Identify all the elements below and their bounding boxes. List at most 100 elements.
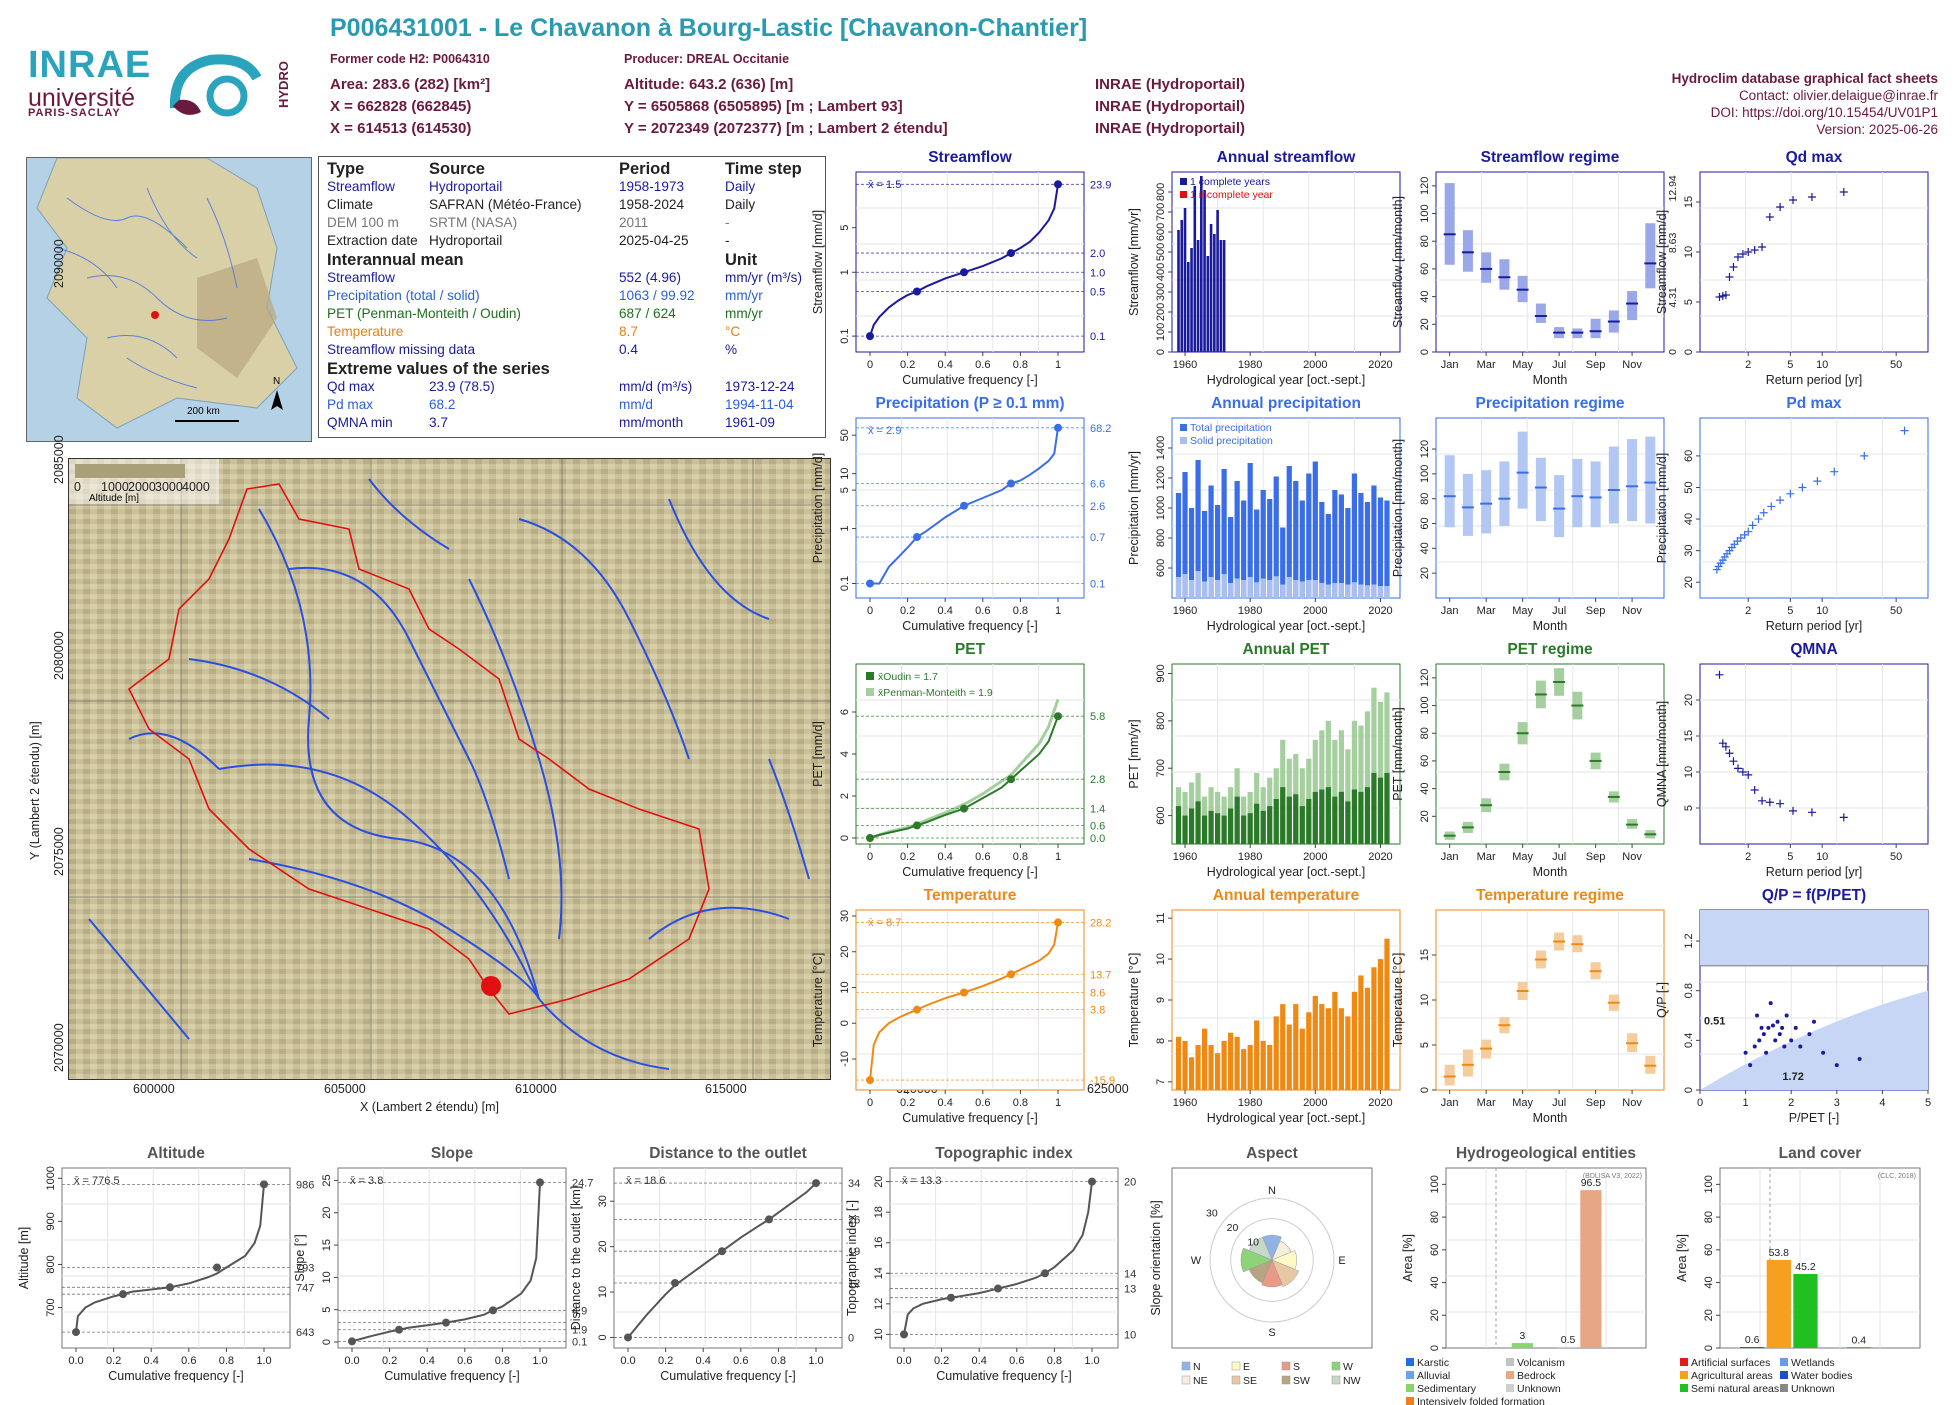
chart-annual_pet: Annual PET Hydrological year [oct.-sept.]…: [1127, 641, 1401, 879]
bar: [1306, 1012, 1312, 1090]
bar: [1208, 810, 1214, 844]
y-tick-label: 20: [873, 1176, 885, 1188]
y-tick-label: 0: [1703, 1345, 1715, 1351]
x-tick-label: 4: [1879, 1097, 1885, 1109]
bar: [1338, 791, 1344, 844]
y-tick-label: 20: [1419, 567, 1431, 579]
y-axis-label: Streamflow [mm/month]: [1391, 196, 1405, 328]
map-y-tick: 2075000: [52, 827, 66, 876]
x-tick-label: 1960: [1173, 851, 1197, 863]
compass-label: S: [1268, 1327, 1275, 1339]
y-tick-label: 6: [839, 709, 851, 715]
bar: [1175, 806, 1182, 844]
info-mean-row: PET (Penman-Monteith / Oudin) 687 / 624 mm…: [327, 306, 817, 324]
bar: [1182, 472, 1188, 598]
box: [1554, 475, 1565, 538]
info-mean-row-cell: mm/yr: [725, 288, 763, 303]
info-extreme-row-cell: 1961-09: [725, 415, 775, 430]
quantile-marker: [1054, 180, 1062, 189]
y-tick-label: 600: [1155, 559, 1167, 577]
credits-doi[interactable]: DOI: https://doi.org/10.15454/UV01P1: [1710, 105, 1938, 120]
scatter-point: [1750, 246, 1759, 254]
y-tick-label: 5: [1683, 299, 1695, 305]
bar: [1306, 799, 1312, 844]
chart-title: QMNA: [1790, 641, 1837, 658]
info-mean-row-cell: Streamflow: [327, 270, 395, 285]
x-tick-label: 1.0: [1084, 1355, 1099, 1367]
north-arrow-icon: [271, 390, 283, 410]
y-tick-label: 60: [1703, 1244, 1715, 1256]
map-x-tick: 615000: [705, 1082, 747, 1096]
y-tick-label: 16: [873, 1237, 885, 1249]
chart-streamflow_regime: Streamflow regime Month Streamflow [mm/mon…: [1391, 149, 1679, 387]
y-tick-label: 120: [1419, 440, 1431, 458]
y-tick-label: 20: [1419, 318, 1431, 330]
annotation-label: 0.51: [1704, 1016, 1725, 1028]
bar-value-label: 0.4: [1852, 1334, 1867, 1346]
scatter-point: [1764, 1050, 1769, 1055]
bar: [1195, 1045, 1201, 1090]
x-tick-label: 0: [1697, 1097, 1703, 1109]
y-tick-label: 1000: [1155, 496, 1167, 520]
plot-frame: [855, 909, 1085, 1091]
mean-label: x̄ = 776.5: [74, 1175, 120, 1187]
x-tick-label: Nov: [1622, 851, 1642, 863]
x-tick-label: Jul: [1552, 851, 1566, 863]
x-tick-label: 0.6: [181, 1355, 196, 1367]
outlet-marker: [481, 976, 501, 996]
x-tick-label: May: [1512, 605, 1533, 617]
x-tick-label: May: [1512, 359, 1533, 371]
altitude-legend-bar: [75, 464, 185, 478]
mean-label: x̄ = 13.3: [902, 1175, 941, 1187]
box: [1627, 291, 1638, 321]
y-tick-label: 40: [1429, 1276, 1441, 1288]
scatter-point: [1744, 248, 1753, 256]
scatter-point: [1773, 1038, 1778, 1043]
scatter-point: [1738, 768, 1747, 776]
y-tick-label: 80: [1419, 493, 1431, 505]
x-tick-label: 0.4: [938, 605, 953, 617]
scatter-point: [1758, 796, 1767, 805]
bar-solid: [1254, 582, 1260, 598]
x-tick-label: 50: [1890, 851, 1902, 863]
y-tick-label: 15: [321, 1239, 333, 1251]
polar-ring: [1230, 1218, 1314, 1302]
ring-label: 20: [1227, 1222, 1239, 1234]
bar: [1195, 801, 1201, 844]
legend-swatch: [1780, 1371, 1788, 1379]
box: [1590, 461, 1601, 528]
series-line-secondary: [869, 698, 1060, 840]
y-tick-label: 600: [1155, 806, 1167, 824]
info-extreme-row-cell: 1973-12-24: [725, 379, 795, 394]
credits-contact[interactable]: Contact: olivier.delaigue@inrae.fr: [1738, 88, 1938, 103]
bar: [1319, 1004, 1325, 1090]
map-x-tick: 600000: [133, 1082, 175, 1096]
plot-frame: [337, 1167, 567, 1349]
chart-streamflow: Streamflow Cumulative frequency [-] Stream…: [811, 149, 1111, 387]
quantile-marker: [1054, 423, 1062, 432]
x-tick-label: Jan: [1441, 851, 1459, 863]
catchment-map-svg: Altitude [m]: [69, 459, 830, 1079]
box: [1462, 473, 1473, 536]
quantile-label: 1.0: [1090, 267, 1105, 279]
y-tick-label: 10: [321, 1271, 333, 1283]
y-tick-label: 60: [1429, 1244, 1441, 1256]
bar: [1384, 938, 1390, 1090]
bar: [1371, 772, 1377, 844]
limit-zone: [1700, 910, 1928, 966]
bar: [1260, 490, 1266, 598]
bar-secondary: [1319, 730, 1325, 844]
map-y-tick: 2085000: [52, 435, 66, 484]
x-tick-label: 0.4: [144, 1355, 159, 1367]
bar: [1201, 1028, 1208, 1090]
x-tick-label: May: [1512, 851, 1533, 863]
x-tick-label: 0.4: [972, 1355, 987, 1367]
series-line: [870, 427, 1059, 585]
legend-swatch: [1180, 437, 1187, 444]
x-tick-label: 2: [1745, 605, 1751, 617]
chart-temperature_regime: Temperature regime Month Temperature [°C] 0…: [1391, 887, 1665, 1125]
y-tick-label: 20: [1703, 1309, 1715, 1321]
bar-value-label: 53.8: [1769, 1247, 1790, 1259]
x-tick-label: Mar: [1477, 1097, 1496, 1109]
x-tick-label: Sep: [1586, 1097, 1606, 1109]
